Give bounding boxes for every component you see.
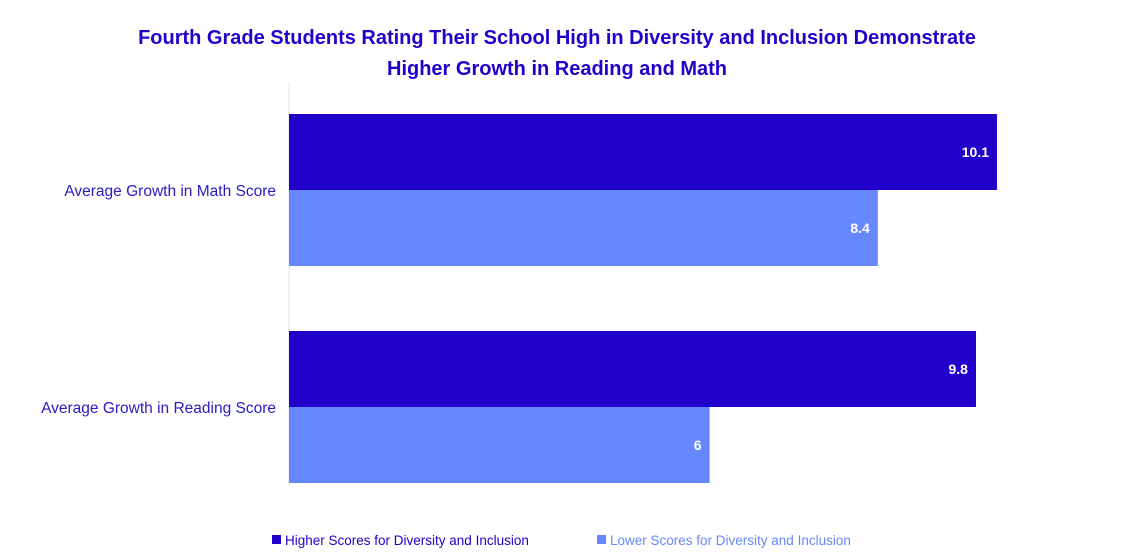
- category-labels: Average Growth in Math Score Average Grow…: [41, 183, 276, 417]
- value-label: 8.4: [850, 220, 870, 236]
- bar-average-growth-in-math-score-higher: [289, 114, 998, 190]
- value-label: 10.1: [962, 144, 989, 160]
- category-label-average-growth-in-math-score: Average Growth in Math Score: [64, 183, 276, 200]
- category-label-average-growth-in-reading-score: Average Growth in Reading Score: [41, 400, 276, 417]
- bar-average-growth-in-math-score-lower: [289, 190, 878, 266]
- value-label: 9.8: [949, 361, 969, 377]
- bar-average-growth-in-reading-score-lower: [289, 407, 710, 483]
- bars: 10.1 8.4 9.8 6: [289, 114, 998, 483]
- legend-swatch-higher: [272, 535, 281, 544]
- chart-title-line-2: Higher Growth in Reading and Math: [387, 58, 727, 80]
- legend-label-higher: Higher Scores for Diversity and Inclusio…: [285, 533, 529, 548]
- legend: Higher Scores for Diversity and Inclusio…: [272, 533, 851, 548]
- bar-average-growth-in-reading-score-higher: [289, 331, 976, 407]
- value-label: 6: [694, 437, 702, 453]
- legend-label-lower: Lower Scores for Diversity and Inclusion: [610, 533, 851, 548]
- legend-swatch-lower: [597, 535, 606, 544]
- chart-title-line-1: Fourth Grade Students Rating Their Schoo…: [138, 27, 976, 49]
- chart-title: Fourth Grade Students Rating Their Schoo…: [138, 27, 976, 80]
